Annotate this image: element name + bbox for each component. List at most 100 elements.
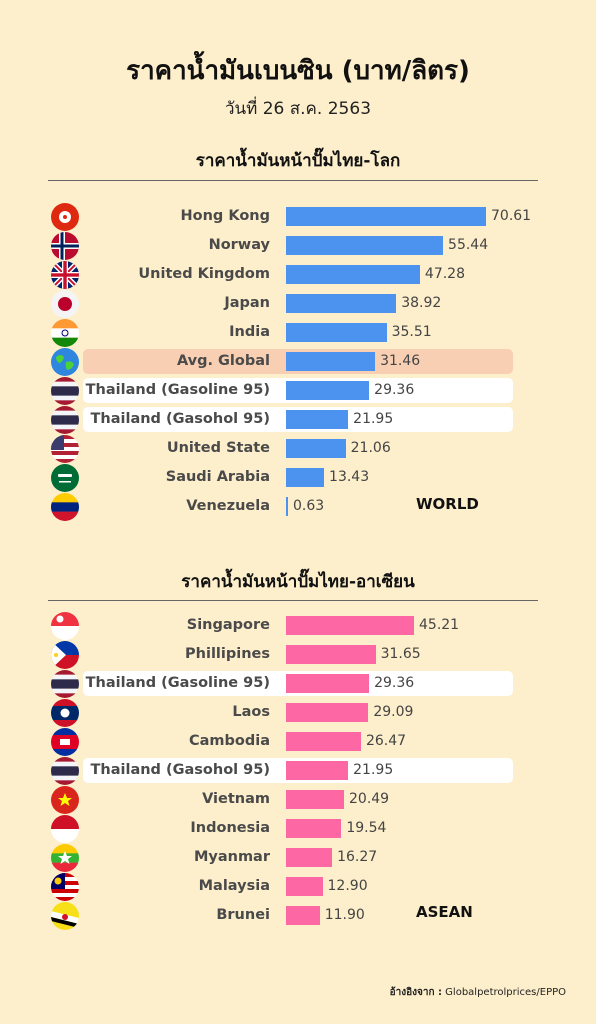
bar — [286, 732, 361, 751]
category-label: Thailand (Gasoline 95) — [85, 675, 270, 691]
chart-row: Indonesia 19.54 — [0, 814, 596, 843]
chart-row: Venezuela 0.63 — [0, 492, 596, 521]
thailand-flag-icon — [51, 670, 79, 698]
value-label: 20.49 — [349, 791, 390, 807]
category-label: United Kingdom — [138, 266, 270, 282]
world-divider — [48, 180, 538, 181]
united-kingdom-flag-icon — [51, 261, 79, 289]
category-label: Indonesia — [190, 820, 270, 836]
value-label: 31.65 — [380, 646, 421, 662]
chart-row: Japan 38.92 — [0, 289, 596, 318]
bar — [286, 265, 420, 284]
hong-kong-flag-icon — [51, 203, 79, 231]
category-label: Avg. Global — [176, 353, 270, 369]
source-note: อ้างอิงจาก : Globalpetrolprices/EPPO — [390, 985, 566, 1000]
norway-flag-icon — [51, 232, 79, 260]
chart-row: Laos 29.09 — [0, 698, 596, 727]
bar — [286, 616, 414, 635]
category-label: Saudi Arabia — [165, 469, 270, 485]
category-label: Japan — [224, 295, 270, 311]
india-flag-icon — [51, 319, 79, 347]
category-label: Phillipines — [185, 646, 270, 662]
value-label: 47.28 — [424, 266, 465, 282]
chart-row: Norway 55.44 — [0, 231, 596, 260]
value-label: 29.09 — [373, 704, 414, 720]
thailand-flag-icon — [51, 757, 79, 785]
chart-row: Thailand (Gasohol 95) 21.95 — [0, 756, 596, 785]
value-label: 38.92 — [401, 295, 442, 311]
chart-row: Thailand (Gasoline 95) 29.36 — [0, 376, 596, 405]
category-label: Singapore — [186, 617, 270, 633]
bar — [286, 703, 369, 722]
bar — [286, 497, 288, 516]
category-label: Venezuela — [186, 498, 270, 514]
bar — [286, 674, 370, 693]
category-label: Myanmar — [193, 849, 270, 865]
category-label: Vietnam — [202, 791, 270, 807]
saudi-arabia-flag-icon — [51, 464, 79, 492]
chart-row: Phillipines 31.65 — [0, 640, 596, 669]
value-label: 26.47 — [365, 733, 407, 749]
bar — [286, 294, 397, 313]
malaysia-flag-icon — [51, 873, 79, 901]
chart-row: Hong Kong 70.61 — [0, 202, 596, 231]
asean-section-title: ราคาน้ำมันหน้าปั๊มไทย-อาเซียน — [181, 572, 415, 592]
chart-row: Thailand (Gasoline 95) 29.36 — [0, 669, 596, 698]
bar — [286, 439, 346, 458]
value-label: 35.51 — [391, 324, 432, 340]
thailand-flag-icon — [51, 406, 79, 434]
chart-row: Avg. Global 31.46 — [0, 347, 596, 376]
thailand-flag-icon — [51, 377, 79, 405]
bar — [286, 848, 333, 867]
value-label: 21.95 — [353, 411, 394, 427]
source-value: Globalpetrolprices/EPPO — [445, 987, 566, 998]
category-label: India — [229, 324, 270, 340]
japan-flag-icon — [51, 290, 79, 318]
chart-row: Cambodia 26.47 — [0, 727, 596, 756]
world-tag: WORLD — [416, 495, 479, 513]
source-label: อ้างอิงจาก : — [389, 987, 442, 998]
category-label: Hong Kong — [180, 208, 271, 224]
category-label: Laos — [232, 704, 270, 720]
vietnam-flag-icon — [51, 786, 79, 814]
bar — [286, 761, 349, 780]
united-states-flag-icon — [51, 435, 79, 463]
value-label: 31.46 — [380, 353, 421, 369]
value-label: 21.06 — [350, 440, 391, 456]
indonesia-flag-icon — [51, 815, 79, 843]
value-label: 0.63 — [293, 498, 325, 514]
bar — [286, 906, 320, 925]
singapore-flag-icon — [51, 612, 79, 640]
chart-row: Malaysia 12.90 — [0, 872, 596, 901]
world-section-title: ราคาน้ำมันหน้าปั๊มไทย-โลก — [195, 151, 401, 171]
philippines-flag-icon — [51, 641, 79, 669]
page-title: ราคาน้ำมันเบนซิน (บาท/ลิตร) — [126, 56, 470, 86]
category-label: United State — [166, 440, 270, 456]
bar — [286, 819, 342, 838]
laos-flag-icon — [51, 699, 79, 727]
chart-row: United Kingdom 47.28 — [0, 260, 596, 289]
cambodia-flag-icon — [51, 728, 79, 756]
value-label: 21.95 — [353, 762, 394, 778]
brunei-flag-icon — [51, 902, 79, 930]
bar — [286, 352, 376, 371]
chart-row: Myanmar 16.27 — [0, 843, 596, 872]
category-label: Thailand (Gasohol 95) — [90, 411, 271, 427]
chart-row: Brunei 11.90 — [0, 901, 596, 930]
myanmar-flag-icon — [51, 844, 79, 872]
category-label: Norway — [208, 237, 270, 253]
category-label: Malaysia — [198, 878, 270, 894]
asean-tag: ASEAN — [416, 903, 473, 921]
venezuela-flag-icon — [51, 493, 79, 521]
bar — [286, 381, 370, 400]
chart-row: Thailand (Gasohol 95) 21.95 — [0, 405, 596, 434]
bar — [286, 645, 376, 664]
category-label: Brunei — [216, 907, 270, 923]
chart-row: United State 21.06 — [0, 434, 596, 463]
bar — [286, 323, 387, 342]
chart-row: Singapore 45.21 — [0, 611, 596, 640]
value-label: 11.90 — [324, 907, 365, 923]
category-label: Thailand (Gasoline 95) — [85, 382, 270, 398]
value-label: 29.36 — [374, 675, 415, 691]
bar — [286, 236, 444, 255]
